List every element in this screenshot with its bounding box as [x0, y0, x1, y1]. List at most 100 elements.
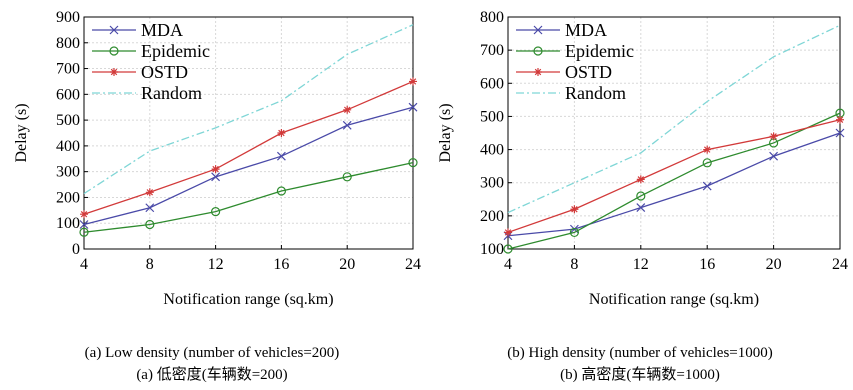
y-tick-label: 0: [72, 241, 80, 258]
y-tick-label: 100: [480, 241, 504, 258]
x-tick-label: 16: [699, 256, 715, 273]
caption-b-zh: (b) 高密度(车辆数=1000): [560, 367, 720, 383]
legend-marker-epidemic: [533, 46, 543, 56]
data-point-mda: [636, 203, 646, 212]
x-tick-label: 4: [504, 256, 512, 273]
chart-b: 4 8 12 16 20 24 100 200 300 400 500 600 700 800 Notifi…: [437, 9, 848, 308]
data-point-mda: [769, 151, 779, 161]
x-tick-label: 24: [405, 256, 421, 273]
data-point-epidemic: [503, 244, 513, 254]
series-line-mda: [83, 106, 414, 226]
x-tick-label: 4: [80, 256, 88, 273]
x-tick-label: 12: [633, 256, 649, 273]
x-tick-label: 24: [832, 256, 848, 273]
x-axis-label: Notification range (sq.km): [163, 291, 333, 308]
legend-marker-epidemic: [109, 46, 119, 56]
caption-a-en: (a) Low density (number of vehicles=200): [84, 345, 340, 361]
data-point-ostd: [211, 165, 220, 174]
y-tick-label: 600: [56, 86, 80, 103]
legend-label-mda: MDA: [141, 20, 183, 40]
y-axis-label: Delay (s): [437, 103, 454, 162]
plot-frame: [507, 16, 841, 250]
y-tick-label: 500: [56, 112, 80, 129]
data-point-epidemic: [342, 172, 352, 182]
data-point-epidemic: [636, 191, 646, 201]
data-point-mda: [702, 181, 712, 191]
y-tick-label: 600: [480, 75, 504, 92]
y-tick-label: 300: [480, 175, 504, 192]
data-point-ostd: [145, 188, 154, 197]
data-point-ostd: [570, 205, 579, 214]
legend-marker-ostd: [110, 68, 118, 76]
legend-marker-mda: [109, 25, 119, 35]
y-tick-label: 500: [480, 108, 504, 125]
legend-label-random: Random: [141, 83, 202, 103]
y-tick-label: 200: [56, 189, 80, 206]
x-tick-label: 12: [208, 256, 224, 273]
y-tick-label: 900: [56, 9, 80, 26]
legend-label-mda: MDA: [565, 20, 607, 40]
legend-marker-ostd: [534, 68, 542, 76]
caption-b: (b) High density (number of vehicles=100…: [430, 342, 850, 386]
x-tick-label: 20: [766, 256, 782, 273]
data-point-ostd: [80, 210, 88, 219]
y-tick-label: 800: [480, 9, 504, 26]
data-point-mda: [276, 151, 286, 161]
data-point-mda: [408, 102, 418, 112]
data-point-mda: [211, 172, 221, 182]
y-tick-label: 100: [56, 215, 80, 232]
series-line-random: [83, 24, 414, 195]
data-point-epidemic: [702, 158, 712, 168]
chart-a: 4 8 12 16 20 24 0 100 200 300 400 500 600 700 800 900 No…: [13, 9, 421, 308]
series-line-mda: [507, 132, 841, 237]
data-point-epidemic: [211, 207, 221, 217]
x-tick-label: 8: [146, 256, 154, 273]
y-tick-label: 800: [56, 35, 80, 52]
legend-marker-mda: [533, 25, 543, 35]
data-point-ostd: [703, 145, 712, 154]
x-tick-label: 8: [570, 256, 578, 273]
data-point-epidemic: [408, 158, 418, 168]
series-line-epidemic: [83, 162, 414, 233]
data-point-epidemic: [276, 186, 286, 196]
legend-label-ostd: OSTD: [141, 62, 188, 82]
plot-frame: [83, 16, 414, 250]
data-point-ostd: [769, 132, 778, 141]
data-point-epidemic: [145, 219, 155, 230]
x-tick-label: 20: [339, 256, 355, 273]
y-tick-label: 700: [480, 42, 504, 59]
y-tick-label: 400: [480, 142, 504, 159]
y-tick-label: 300: [56, 164, 80, 181]
data-point-mda: [79, 220, 89, 229]
data-point-epidemic: [569, 227, 580, 238]
data-point-ostd: [504, 228, 512, 237]
legend-label-random: Random: [565, 83, 626, 103]
caption-a: (a) Low density (number of vehicles=200)…: [2, 342, 422, 386]
data-point-epidemic: [79, 227, 89, 237]
legend-label-epidemic: Epidemic: [565, 41, 634, 61]
y-tick-label: 700: [56, 61, 80, 78]
series-line-ostd: [83, 80, 414, 215]
series-line-random: [507, 24, 841, 214]
data-point-mda: [145, 203, 155, 213]
x-tick-label: 16: [273, 256, 289, 273]
data-point-ostd: [409, 77, 417, 86]
legend-label-epidemic: Epidemic: [141, 41, 210, 61]
data-point-mda: [342, 120, 352, 130]
y-tick-label: 200: [480, 208, 504, 225]
legend-label-ostd: OSTD: [565, 62, 612, 82]
series-line-ostd: [507, 119, 841, 234]
caption-a-zh: (a) 低密度(车辆数=200): [136, 367, 288, 383]
data-point-ostd: [836, 115, 844, 124]
x-axis-label: Notification range (sq.km): [589, 291, 759, 308]
data-point-mda: [569, 224, 579, 234]
data-point-ostd: [343, 105, 352, 114]
data-point-mda: [835, 128, 845, 138]
y-axis-label: Delay (s): [13, 103, 30, 162]
data-point-ostd: [277, 129, 286, 137]
data-point-ostd: [636, 175, 645, 184]
caption-b-en: (b) High density (number of vehicles=100…: [507, 345, 773, 361]
